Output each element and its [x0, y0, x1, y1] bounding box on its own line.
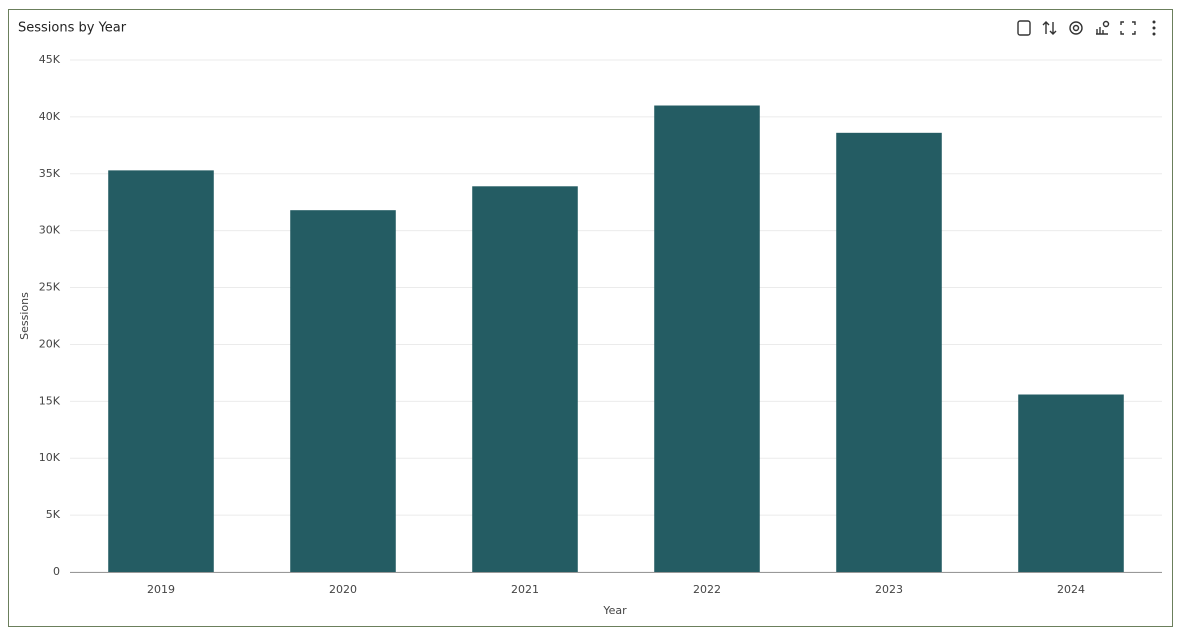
- y-tick-label: 45K: [39, 53, 61, 66]
- x-tick-label: 2020: [329, 583, 357, 596]
- y-tick-label: 5K: [46, 508, 61, 521]
- y-tick-label: 15K: [39, 394, 61, 407]
- y-tick-label: 20K: [39, 337, 61, 350]
- chart-icon[interactable]: [1096, 27, 1108, 35]
- fullscreen-icon[interactable]: [1120, 21, 1136, 35]
- bar: [654, 105, 760, 572]
- sort-icon[interactable]: [1042, 21, 1057, 35]
- data-icon[interactable]: [1017, 20, 1031, 36]
- y-tick-label: 25K: [39, 281, 61, 294]
- x-tick-label: 2021: [511, 583, 539, 596]
- toolbar[interactable]: [1017, 20, 1156, 36]
- x-tick-label: 2024: [1057, 583, 1085, 596]
- y-axis-title: Sessions: [18, 292, 31, 340]
- target-icon-inner: [1072, 24, 1080, 32]
- x-tick-label: 2019: [147, 583, 175, 596]
- y-tick-label: 30K: [39, 224, 61, 237]
- y-tick-label: 0: [53, 565, 60, 578]
- x-tick-label: 2022: [693, 583, 721, 596]
- bar: [472, 186, 578, 572]
- y-tick-label: 10K: [39, 451, 61, 464]
- bar: [1018, 394, 1124, 572]
- x-axis-title: Year: [602, 604, 627, 617]
- chart-title: Sessions by Year: [18, 21, 127, 36]
- menu-icon[interactable]: [1152, 20, 1156, 36]
- y-tick-label: 40K: [39, 110, 61, 123]
- bar: [290, 210, 396, 573]
- target-icon[interactable]: [1069, 21, 1083, 35]
- bar: [108, 170, 214, 572]
- chart-icon-dot: [1102, 20, 1110, 28]
- x-tick-label: 2023: [875, 583, 903, 596]
- y-tick-label: 35K: [39, 167, 61, 180]
- bar: [836, 132, 942, 572]
